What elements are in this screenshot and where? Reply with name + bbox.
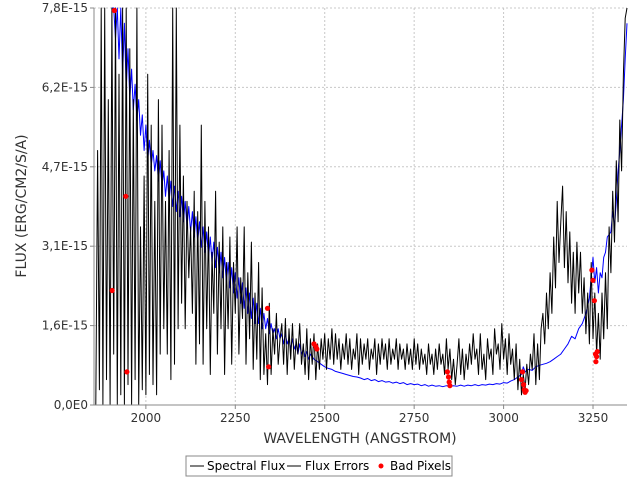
x-tick-label: 3250 bbox=[578, 411, 609, 425]
bad-pixel-point bbox=[519, 369, 526, 375]
bad-pixel-point bbox=[447, 383, 453, 389]
y-tick-label: 4,7E-15 bbox=[42, 160, 88, 174]
legend-label-bad-pixels: Bad Pixels bbox=[390, 459, 451, 473]
series-layer bbox=[95, 7, 628, 406]
bad-pixel-point bbox=[123, 193, 129, 199]
y-axis-title: FLUX (ERG/CM2/S/A) bbox=[14, 134, 30, 277]
bad-pixel-point bbox=[445, 374, 452, 380]
bad-pixel-point bbox=[109, 287, 115, 294]
x-ticks: 2000 2250 2500 2750 3000 3250 bbox=[131, 405, 609, 425]
y-tick-label: 6,2E-15 bbox=[42, 80, 88, 94]
y-tick-label: 1,6E-15 bbox=[42, 319, 88, 333]
bad-pixel-point bbox=[521, 382, 527, 388]
x-tick-label: 3000 bbox=[488, 411, 519, 425]
bad-pixel-point bbox=[124, 369, 130, 375]
series-line-spectral-flux bbox=[95, 7, 628, 406]
bad-pixel-point bbox=[591, 298, 598, 304]
bad-pixel-point bbox=[111, 7, 117, 14]
series-line-flux-errors bbox=[111, 7, 628, 388]
y-tick-label: 7,8E-15 bbox=[42, 1, 88, 15]
bad-pixel-point bbox=[314, 346, 320, 352]
bad-pixel-point bbox=[594, 354, 600, 360]
x-tick-label: 2750 bbox=[399, 411, 430, 425]
axes bbox=[93, 8, 627, 406]
bad-pixel-point bbox=[518, 377, 525, 383]
y-tick-label: 3,1E-15 bbox=[42, 239, 88, 253]
legend: Spectral Flux Flux Errors Bad Pixels bbox=[185, 455, 453, 477]
bad-pixel-points bbox=[109, 7, 600, 395]
bad-pixel-point bbox=[523, 388, 529, 394]
x-tick-label: 2000 bbox=[131, 411, 162, 425]
y-ticks: 0,0E0 1,6E-15 3,1E-15 4,7E-15 6,2E-15 7,8E-15 bbox=[42, 1, 94, 412]
bad-pixel-point bbox=[593, 359, 599, 365]
x-axis-title: WAVELENGTH (ANGSTROM) bbox=[263, 431, 456, 447]
bad-pixel-point bbox=[444, 369, 450, 375]
y-tick-label: 0,0E0 bbox=[54, 398, 88, 412]
x-tick-label: 2500 bbox=[309, 411, 340, 425]
x-tick-label: 2250 bbox=[220, 411, 251, 425]
legend-box bbox=[185, 455, 453, 477]
bad-pixel-point bbox=[264, 305, 271, 311]
bad-pixel-point bbox=[266, 364, 272, 370]
legend-label-spectral-flux: Spectral Flux bbox=[207, 459, 285, 473]
bad-pixel-point bbox=[589, 267, 595, 273]
bad-pixel-point bbox=[590, 277, 596, 283]
bad-pixel-point bbox=[594, 349, 600, 355]
legend-swatch-bad-pixels bbox=[378, 463, 384, 469]
legend-label-flux-errors: Flux Errors bbox=[305, 459, 369, 473]
